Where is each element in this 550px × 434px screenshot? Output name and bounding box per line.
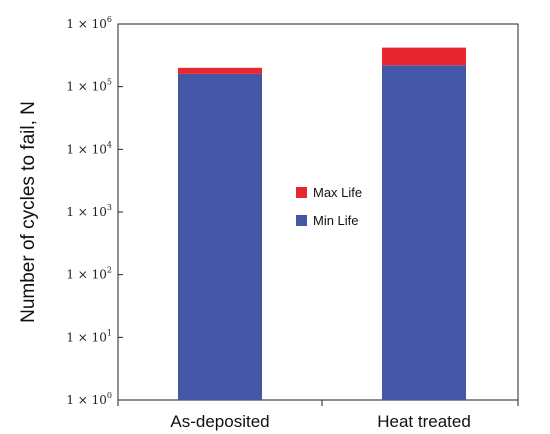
bar-max-life <box>382 47 466 66</box>
y-axis-title: Number of cycles to fail, N <box>18 101 39 323</box>
y-tick-label: 1 × 103 <box>66 203 112 219</box>
y-tick-label: 1 × 100 <box>66 391 112 407</box>
y-tick-label: 1 × 102 <box>66 266 112 282</box>
x-tick-label: Heat treated <box>377 412 471 431</box>
legend-label: Min Life <box>313 213 359 228</box>
bars <box>178 47 466 400</box>
x-tick-label: As-deposited <box>170 412 269 431</box>
x-axis-labels: As-deposited Heat treated <box>117 400 519 431</box>
bar-max-life <box>178 67 262 74</box>
y-tick-label: 1 × 101 <box>66 328 112 344</box>
y-tick-label: 1 × 104 <box>66 140 112 156</box>
bar-min-life <box>382 65 466 400</box>
y-tick-label: 1 × 105 <box>66 78 112 94</box>
bar-min-life <box>178 73 262 400</box>
y-axis-ticks: 1 × 100 1 × 101 1 × 102 1 × 103 1 × 104 1 × 1… <box>66 15 123 407</box>
y-tick-label: 1 × 106 <box>66 15 112 31</box>
legend-label: Max Life <box>313 185 362 200</box>
legend-swatch <box>296 215 307 226</box>
legend: Max Life Min Life <box>296 185 362 228</box>
legend-swatch <box>296 187 307 198</box>
